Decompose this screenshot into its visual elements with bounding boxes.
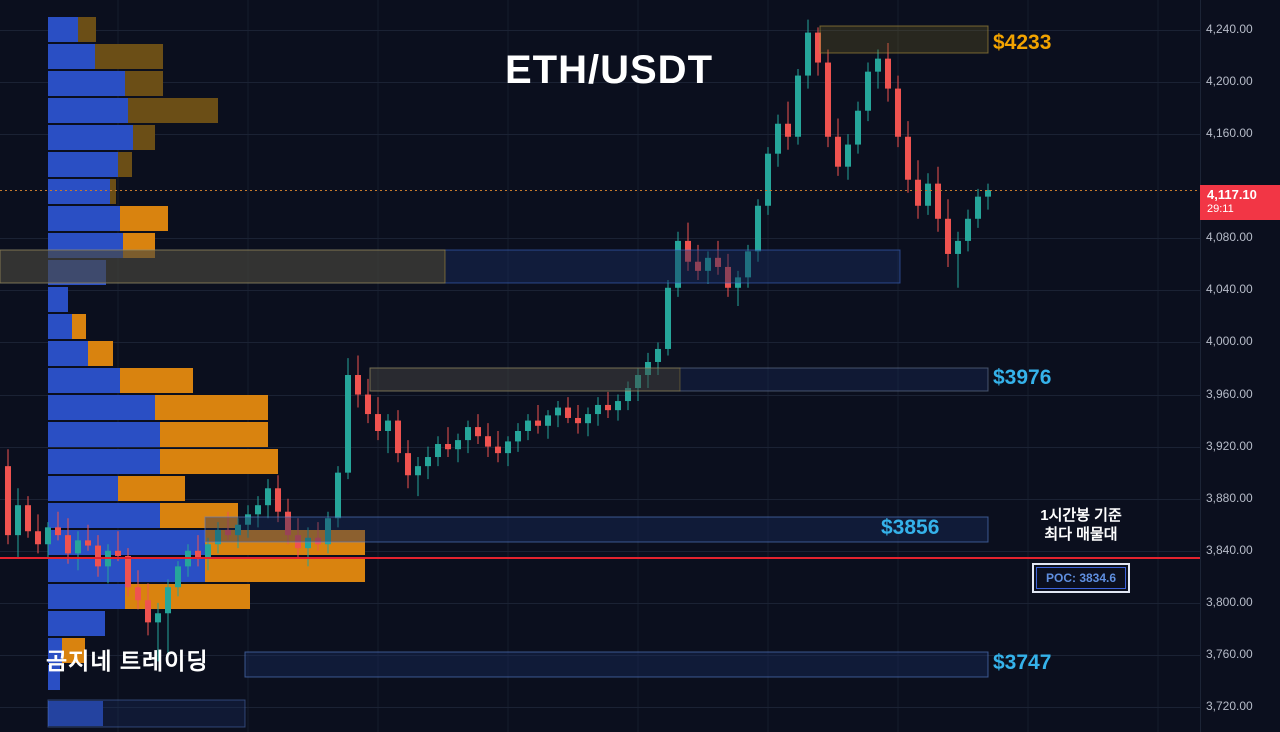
zone-3976	[369, 367, 989, 392]
annotation-text: 1시간봉 기준 최다 매물대	[1028, 506, 1134, 544]
symbol-title: ETH/USDT	[505, 48, 713, 92]
annotation-line2: 최다 매물대	[1044, 526, 1118, 543]
volume-profile	[48, 17, 365, 726]
price-level-label: $4233	[993, 31, 1052, 54]
zone-bottom	[47, 699, 246, 728]
price-axis-label: 3,760.00	[1206, 647, 1253, 661]
price-lines	[0, 190, 1200, 559]
price-axis-label: 4,160.00	[1206, 126, 1253, 140]
price-axis-label: 4,200.00	[1206, 74, 1253, 88]
price-axis-label: 3,800.00	[1206, 595, 1253, 609]
zone-4060-blue	[0, 249, 901, 284]
zones	[0, 25, 989, 728]
last-price-value: 4,117.10	[1207, 187, 1257, 202]
price-level-label: $3976	[993, 366, 1052, 389]
zone-4233	[819, 25, 989, 54]
price-axis-label: 4,000.00	[1206, 334, 1253, 348]
price-level-label: $3747	[993, 651, 1052, 674]
price-axis-label: 3,960.00	[1206, 387, 1253, 401]
zone-4060-olive	[0, 249, 446, 284]
price-axis-label: 3,720.00	[1206, 699, 1253, 713]
last-price-badge: 4,117.10 29:11	[1200, 185, 1280, 220]
zone-3856	[204, 516, 989, 543]
grid	[0, 0, 1200, 732]
price-axis-label: 3,880.00	[1206, 491, 1253, 505]
price-axis-label: 3,840.00	[1206, 543, 1253, 557]
poc-label-box: POC: 3834.6	[1032, 563, 1131, 593]
bar-countdown: 29:11	[1207, 203, 1234, 215]
price-axis-label: 4,040.00	[1206, 282, 1253, 296]
zone-3747	[244, 651, 989, 678]
annotation-line1: 1시간봉 기준	[1040, 507, 1122, 524]
price-axis-label: 4,080.00	[1206, 230, 1253, 244]
candles	[5, 19, 991, 662]
price-axis-separator	[1200, 0, 1201, 732]
poc-label: POC: 3834.6	[1036, 567, 1127, 589]
watermark: 곰지네 트레이딩	[46, 648, 209, 674]
price-axis-label: 3,920.00	[1206, 439, 1253, 453]
zone-3976-olive	[369, 367, 681, 392]
price-level-label: $3856	[881, 516, 940, 539]
price-axis-label: 4,240.00	[1206, 22, 1253, 36]
